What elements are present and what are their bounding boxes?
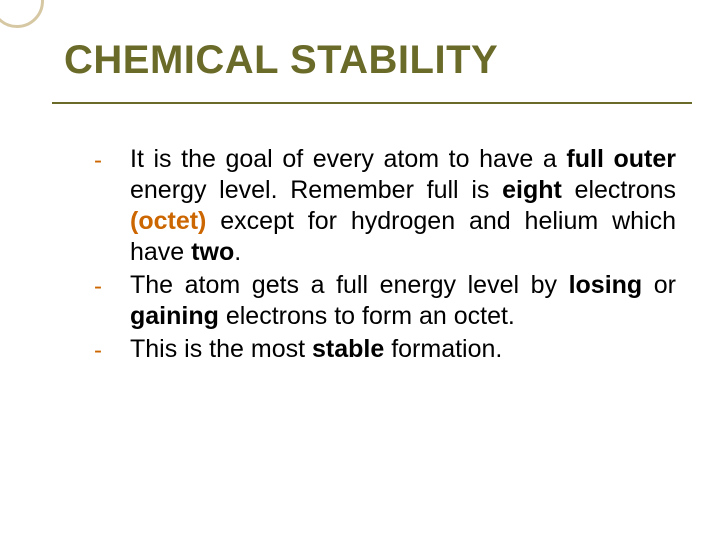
bullet-icon: - (90, 144, 130, 178)
bullet-icon: - (90, 270, 130, 304)
title-container: CHEMICAL STABILITY (64, 38, 680, 83)
list-item-text: The atom gets a full energy level by los… (130, 270, 676, 332)
list-item-text: It is the goal of every atom to have a f… (130, 144, 676, 268)
list-item: -It is the goal of every atom to have a … (90, 144, 676, 268)
bullet-icon: - (90, 334, 130, 368)
slide-title: CHEMICAL STABILITY (64, 38, 680, 83)
body-list: -It is the goal of every atom to have a … (90, 144, 676, 370)
list-item: -The atom gets a full energy level by lo… (90, 270, 676, 332)
title-underline (52, 102, 692, 104)
list-item: -This is the most stable formation. (90, 334, 676, 368)
list-item-text: This is the most stable formation. (130, 334, 676, 365)
decorative-circle (0, 0, 44, 28)
